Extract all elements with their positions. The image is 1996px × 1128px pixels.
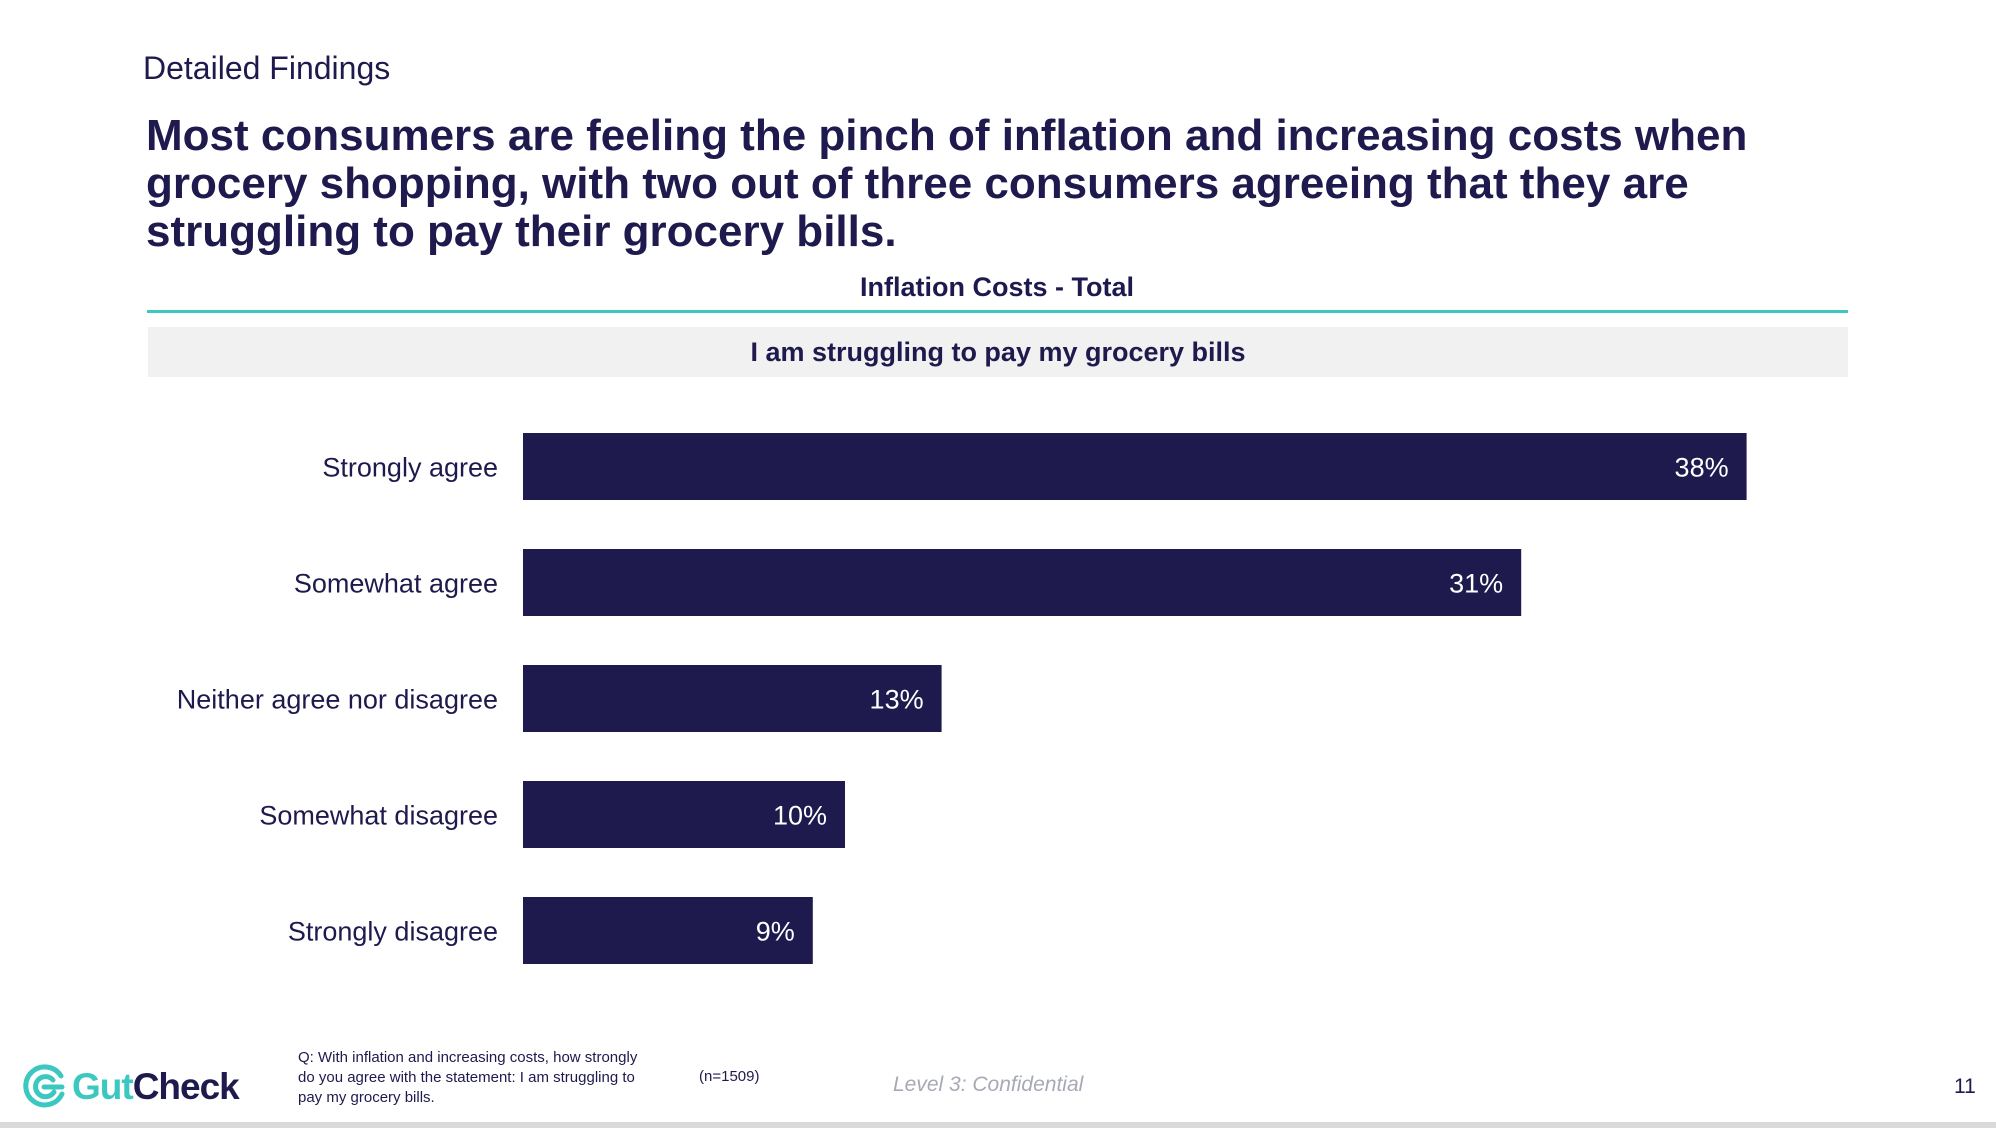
value-label-somewhat-disagree: 10% xyxy=(773,801,827,831)
chart-subtitle: I am struggling to pay my grocery bills xyxy=(750,336,1246,367)
confidentiality-label: Level 3: Confidential xyxy=(893,1073,1084,1096)
page-number: 11 xyxy=(1954,1075,1976,1098)
category-label-strongly-disagree: Strongly disagree xyxy=(288,917,498,947)
question-footnote: Q: With inflation and increasing costs, … xyxy=(298,1049,638,1106)
gutcheck-logo-icon xyxy=(23,1064,65,1108)
gutcheck-logo: GutCheck xyxy=(22,1064,240,1110)
value-label-somewhat-agree: 31% xyxy=(1449,569,1503,599)
logo-word-check: Check xyxy=(132,1066,240,1107)
bar-somewhat-agree xyxy=(523,549,1522,616)
slide-headline: Most consumers are feeling the pinch of … xyxy=(146,111,1748,256)
category-label-neither-agree-nor-disagree: Neither agree nor disagree xyxy=(177,685,498,715)
category-label-somewhat-disagree: Somewhat disagree xyxy=(259,801,498,831)
chart-title-divider xyxy=(147,310,1848,313)
logo-wordmark: GutCheck xyxy=(72,1066,240,1108)
bar-chart: Strongly agree 38% Somewhat agree 31% Neithe… xyxy=(177,433,1747,964)
value-label-neither-agree-nor-disagree: 13% xyxy=(870,685,924,715)
bar-strongly-disagree xyxy=(523,897,813,964)
value-label-strongly-agree: 38% xyxy=(1675,453,1729,483)
logo-word-gut: Gut xyxy=(72,1066,134,1107)
footer-divider xyxy=(0,1122,1996,1128)
bar-somewhat-disagree xyxy=(523,781,845,848)
bar-strongly-agree xyxy=(523,433,1747,500)
bar-neither-agree-nor-disagree xyxy=(523,665,942,732)
value-label-strongly-disagree: 9% xyxy=(756,917,795,947)
category-label-somewhat-agree: Somewhat agree xyxy=(294,569,498,599)
statement-band: I am struggling to pay my grocery bills xyxy=(148,327,1848,377)
section-label: Detailed Findings xyxy=(143,50,391,86)
chart-title: Inflation Costs - Total xyxy=(860,272,1134,302)
category-label-strongly-agree: Strongly agree xyxy=(322,453,498,483)
sample-size-note: (n=1509) xyxy=(699,1068,760,1085)
